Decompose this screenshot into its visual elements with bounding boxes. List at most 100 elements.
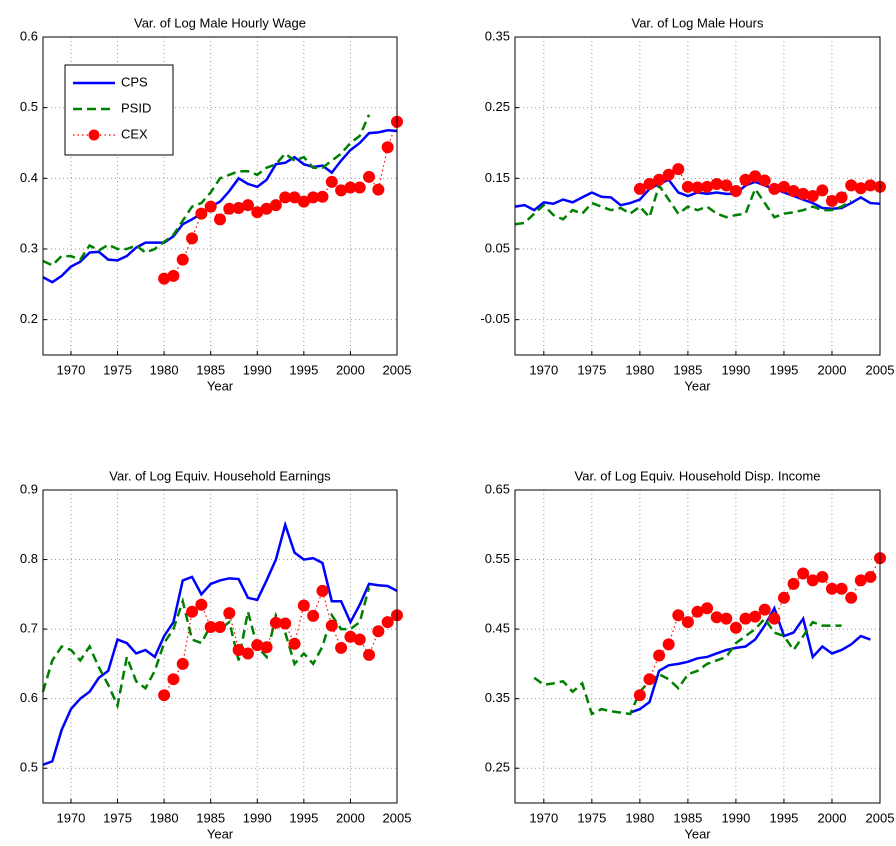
y-tick-label: 0.6	[20, 690, 38, 705]
marker	[653, 173, 666, 186]
x-tick-label: 1985	[673, 362, 702, 377]
y-tick-label: 0.3	[20, 240, 38, 255]
marker	[381, 616, 394, 629]
marker	[749, 610, 762, 623]
marker	[241, 199, 254, 212]
legend-label: PSID	[121, 100, 151, 115]
marker	[662, 168, 675, 181]
series-line	[163, 121, 398, 280]
marker	[739, 612, 752, 625]
marker	[363, 648, 376, 661]
legend-marker	[88, 129, 100, 141]
series-line	[42, 114, 371, 267]
x-tick-label: 2000	[336, 810, 365, 825]
subplot: 1970 1975 1980 1985 1990 1995 2000 2005 -0.05 0.0…	[480, 15, 894, 393]
x-tick-label: 2000	[336, 362, 365, 377]
y-tick-label: -0.05	[480, 311, 510, 326]
y-tick-label: 0.15	[485, 170, 510, 185]
y-tick-label: 0.4	[20, 170, 38, 185]
marker	[269, 199, 282, 212]
chart-title: Var. of Log Male Hours	[632, 15, 764, 30]
marker	[768, 182, 781, 195]
marker	[195, 207, 208, 220]
marker	[176, 253, 189, 266]
marker	[186, 605, 199, 618]
marker	[806, 190, 819, 202]
marker	[316, 190, 329, 203]
x-tick-label: 1995	[769, 810, 798, 825]
x-tick-label: 1980	[150, 362, 179, 377]
marker	[241, 647, 254, 660]
x-tick-label: 2000	[818, 810, 847, 825]
x-tick-label: 1990	[243, 362, 272, 377]
marker	[288, 637, 301, 650]
x-tick-label: 2005	[866, 362, 895, 377]
x-tick-label: 1980	[625, 810, 654, 825]
y-tick-label: 0.35	[485, 690, 510, 705]
marker	[662, 638, 675, 651]
y-tick-label: 0.25	[485, 760, 510, 775]
marker	[768, 612, 781, 625]
marker	[381, 141, 394, 154]
marker	[176, 657, 189, 670]
marker	[167, 269, 180, 282]
legend-label: CEX	[121, 126, 148, 141]
x-tick-label: 1990	[721, 362, 750, 377]
marker	[633, 689, 646, 702]
x-tick-label: 1985	[673, 810, 702, 825]
marker	[672, 609, 685, 622]
legend-box	[64, 64, 174, 156]
marker	[204, 200, 217, 213]
x-tick-label: 1975	[577, 362, 606, 377]
marker	[758, 174, 771, 187]
marker	[816, 570, 829, 583]
y-tick-label: 0.9	[20, 481, 38, 496]
y-tick-label: 0.25	[485, 99, 510, 114]
marker	[214, 621, 226, 634]
marker	[864, 570, 877, 583]
x-tick-label: 1990	[243, 810, 272, 825]
y-tick-label: 0.5	[20, 99, 38, 114]
series-line	[629, 605, 871, 714]
marker	[681, 616, 694, 629]
marker	[835, 582, 848, 595]
marker	[372, 625, 385, 638]
marker	[797, 187, 810, 200]
x-tick-label: 1975	[577, 810, 606, 825]
x-tick-label: 1980	[625, 362, 654, 377]
x-axis-label: Year	[684, 378, 711, 393]
marker	[758, 603, 771, 616]
marker	[701, 602, 714, 615]
marker	[787, 577, 800, 590]
x-tick-label: 2005	[383, 810, 412, 825]
y-tick-label: 0.35	[485, 28, 510, 43]
marker	[372, 183, 385, 196]
axes-frame	[514, 489, 881, 804]
y-tick-label: 0.55	[485, 551, 510, 566]
x-tick-label: 1970	[56, 810, 85, 825]
marker	[353, 181, 366, 194]
x-tick-label: 1975	[103, 362, 132, 377]
y-tick-label: 0.6	[20, 28, 38, 43]
x-tick-label: 1990	[721, 810, 750, 825]
x-axis-label: Year	[207, 826, 234, 841]
marker	[729, 185, 742, 198]
x-tick-label: 1995	[769, 362, 798, 377]
marker	[363, 170, 376, 183]
marker	[297, 599, 310, 612]
marker	[316, 584, 329, 597]
marker	[307, 609, 320, 622]
marker	[729, 621, 742, 634]
x-tick-label: 2000	[818, 362, 847, 377]
y-tick-label: 0.8	[20, 551, 38, 566]
subplot: 1970 1975 1980 1985 1990 1995 2000 2005 0.5 0.6 0.…	[20, 468, 412, 841]
axes-frame	[42, 489, 398, 804]
marker	[672, 163, 685, 176]
marker	[335, 641, 348, 654]
chart-title: Var. of Log Male Hourly Wage	[134, 15, 306, 30]
y-tick-label: 0.05	[485, 240, 510, 255]
marker	[223, 607, 236, 620]
subplot: 1970 1975 1980 1985 1990 1995 2000 2005 0.2 0.3 0.…	[20, 15, 412, 393]
subplot: 1970 1975 1980 1985 1990 1995 2000 2005 0.25 0.35…	[485, 468, 895, 841]
